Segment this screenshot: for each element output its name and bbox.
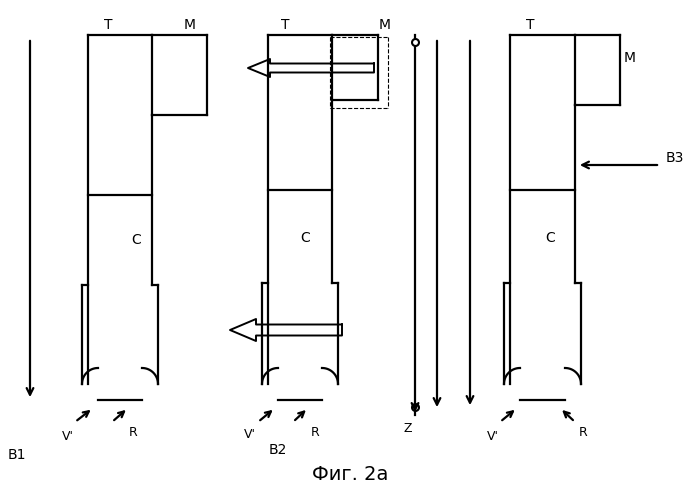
Text: R: R — [311, 426, 319, 439]
Text: R: R — [129, 426, 137, 439]
Text: Фиг. 2a: Фиг. 2a — [312, 465, 388, 485]
Text: Z: Z — [404, 422, 412, 435]
Text: V': V' — [487, 430, 499, 443]
Text: B1: B1 — [8, 448, 27, 462]
Text: B3: B3 — [666, 151, 684, 165]
Text: V': V' — [62, 430, 74, 443]
Text: M: M — [379, 18, 391, 32]
Text: V': V' — [244, 429, 256, 442]
Text: C: C — [545, 231, 555, 245]
Text: T: T — [281, 18, 289, 32]
Text: T: T — [526, 18, 534, 32]
Text: C: C — [131, 233, 141, 247]
Text: R: R — [579, 426, 587, 439]
Text: T: T — [104, 18, 112, 32]
Text: M: M — [184, 18, 196, 32]
Text: B2: B2 — [269, 443, 287, 457]
Text: C: C — [300, 231, 310, 245]
Text: M: M — [624, 51, 636, 65]
